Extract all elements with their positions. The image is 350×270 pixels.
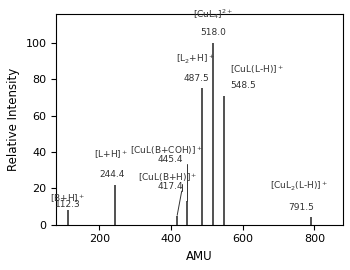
Text: [CuL(B+COH)]$^+$: [CuL(B+COH)]$^+$ <box>130 144 203 157</box>
Text: [L+H]$^+$: [L+H]$^+$ <box>93 148 128 161</box>
Text: [CuL(L-H)]$^+$: [CuL(L-H)]$^+$ <box>230 63 284 76</box>
Text: 518.0: 518.0 <box>200 28 226 37</box>
Text: 791.5: 791.5 <box>288 203 314 212</box>
X-axis label: AMU: AMU <box>186 250 213 263</box>
Y-axis label: Relative Intensity: Relative Intensity <box>7 68 20 171</box>
Text: [B+H]$^+$: [B+H]$^+$ <box>50 192 85 205</box>
Text: [CuL(B+H)]$^+$: [CuL(B+H)]$^+$ <box>138 171 198 184</box>
Text: [CuL$_4$]$^{2+}$: [CuL$_4$]$^{2+}$ <box>193 7 233 21</box>
Text: 244.4: 244.4 <box>100 170 125 179</box>
Text: 548.5: 548.5 <box>230 81 256 90</box>
Text: 112.3: 112.3 <box>55 200 81 209</box>
Text: [L$_2$+H]$^+$: [L$_2$+H]$^+$ <box>176 53 215 66</box>
Text: 417.4: 417.4 <box>158 182 183 191</box>
Text: 487.5: 487.5 <box>183 74 209 83</box>
Text: 445.4: 445.4 <box>158 155 183 164</box>
Text: [CuL$_2$(L-H)]$^+$: [CuL$_2$(L-H)]$^+$ <box>270 180 328 193</box>
